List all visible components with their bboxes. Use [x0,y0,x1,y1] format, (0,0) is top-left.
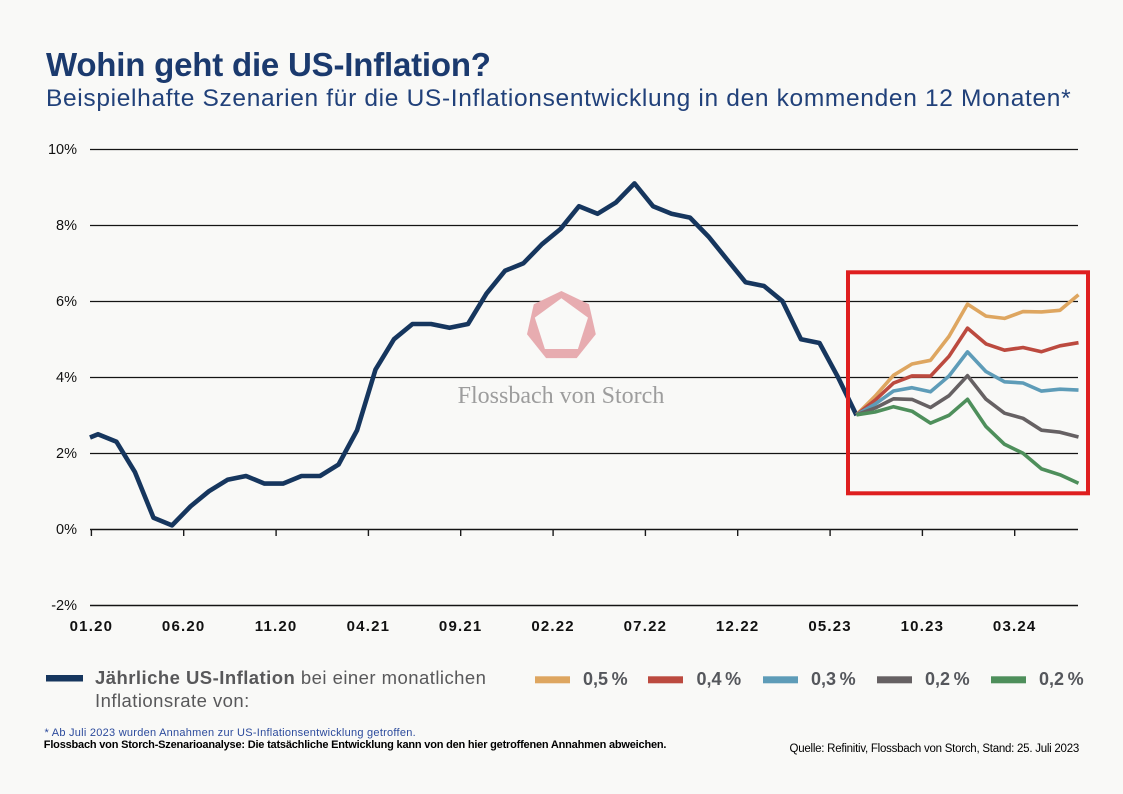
svg-text:12.22: 12.22 [716,618,760,635]
svg-text:10%: 10% [48,142,77,158]
svg-text:07.22: 07.22 [624,618,668,635]
svg-text:-2%: -2% [51,598,77,614]
svg-text:04.21: 04.21 [347,618,391,635]
svg-text:8%: 8% [56,218,77,234]
svg-text:02.22: 02.22 [531,618,575,635]
svg-text:06.20: 06.20 [162,618,206,635]
svg-text:01.20: 01.20 [70,618,114,635]
svg-text:10.23: 10.23 [901,618,945,635]
svg-text:6%: 6% [56,294,77,310]
svg-text:Flossbach von Storch: Flossbach von Storch [458,383,665,409]
svg-text:03.24: 03.24 [993,618,1037,635]
svg-text:11.20: 11.20 [255,618,298,635]
svg-text:09.21: 09.21 [439,618,483,635]
svg-text:2%: 2% [56,446,77,462]
svg-text:05.23: 05.23 [808,618,852,635]
svg-text:0%: 0% [56,522,77,538]
svg-text:4%: 4% [56,370,77,386]
